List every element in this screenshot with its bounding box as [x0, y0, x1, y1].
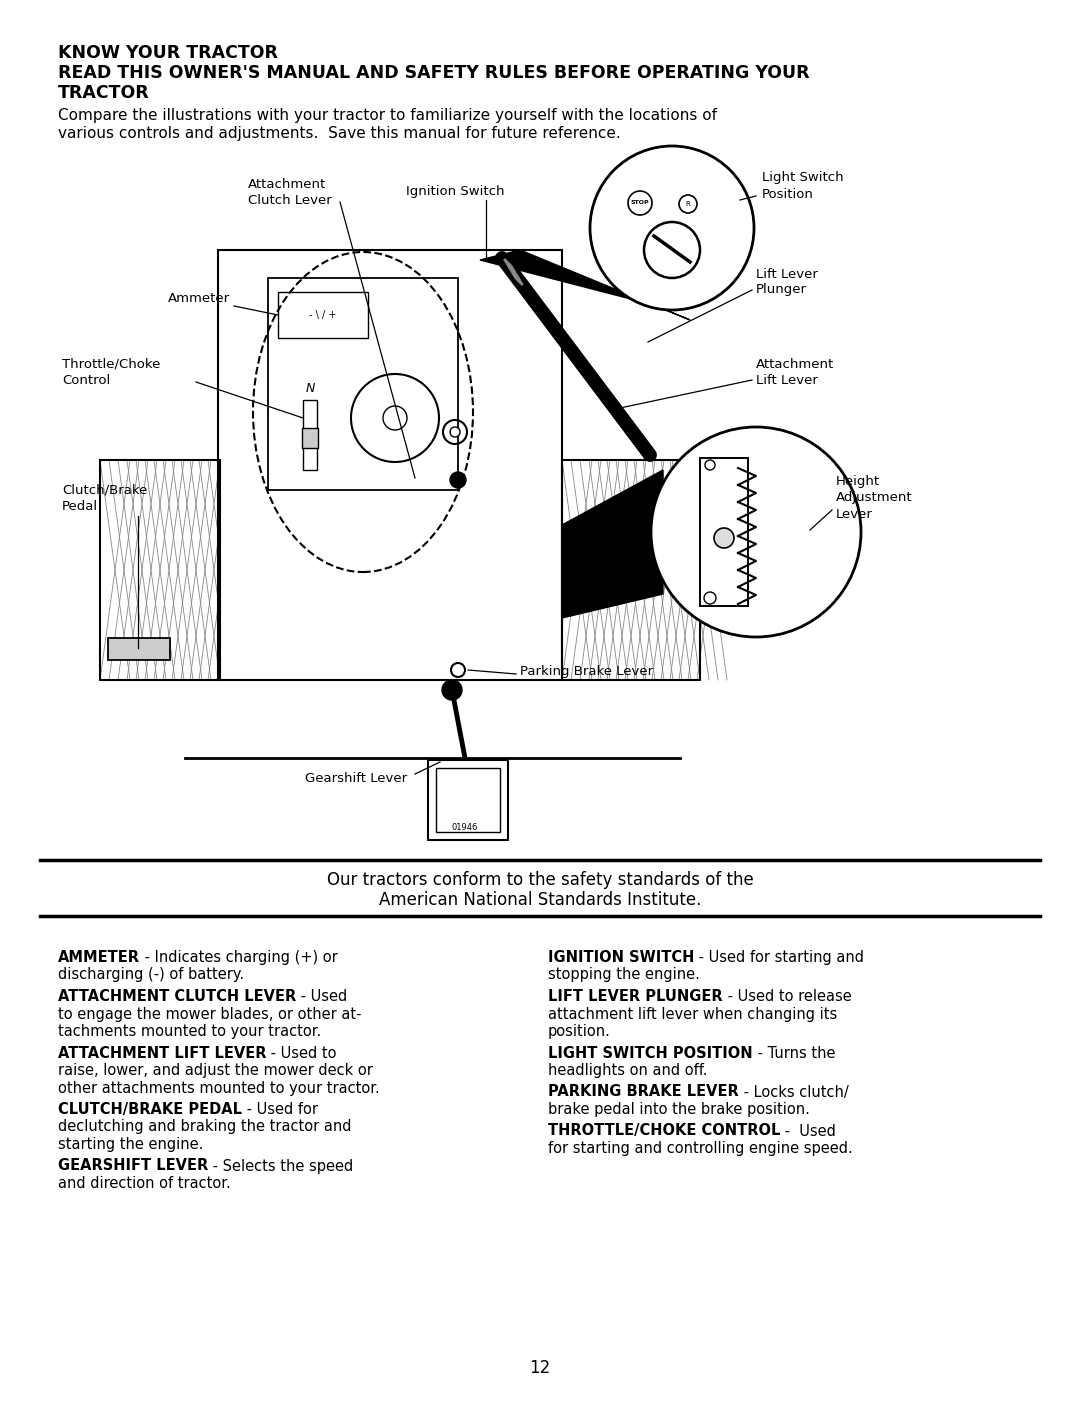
Text: attachment lift lever when changing its: attachment lift lever when changing its — [548, 1006, 837, 1021]
Circle shape — [450, 427, 460, 436]
Text: - Turns the: - Turns the — [753, 1045, 835, 1061]
Text: STOP: STOP — [631, 201, 649, 205]
Bar — [218, 250, 562, 680]
Text: Lift Lever
Plunger: Lift Lever Plunger — [756, 268, 818, 296]
Circle shape — [590, 146, 754, 310]
Text: American National Standards Institute.: American National Standards Institute. — [379, 891, 701, 909]
Text: -  Used: - Used — [781, 1124, 836, 1138]
Circle shape — [351, 375, 438, 462]
Bar — [428, 760, 508, 840]
Bar — [100, 460, 220, 680]
Text: KNOW YOUR TRACTOR: KNOW YOUR TRACTOR — [58, 43, 278, 62]
Bar — [303, 400, 318, 470]
Text: READ THIS OWNER'S MANUAL AND SAFETY RULES BEFORE OPERATING YOUR: READ THIS OWNER'S MANUAL AND SAFETY RULE… — [58, 65, 810, 81]
Text: - Used for starting and: - Used for starting and — [694, 950, 864, 965]
Bar — [436, 767, 500, 832]
Text: PARKING BRAKE LEVER: PARKING BRAKE LEVER — [548, 1085, 739, 1100]
Bar — [108, 638, 170, 659]
Text: tachments mounted to your tractor.: tachments mounted to your tractor. — [58, 1024, 321, 1040]
Text: Ignition Switch: Ignition Switch — [406, 185, 504, 198]
Text: - Used for: - Used for — [242, 1101, 318, 1117]
Text: to engage the mower blades, or other at-: to engage the mower blades, or other at- — [58, 1006, 362, 1021]
Text: THROTTLE/CHOKE CONTROL: THROTTLE/CHOKE CONTROL — [548, 1124, 781, 1138]
Polygon shape — [562, 470, 663, 617]
Text: Compare the illustrations with your tractor to familiarize yourself with the loc: Compare the illustrations with your trac… — [58, 108, 717, 123]
Text: discharging (-) of battery.: discharging (-) of battery. — [58, 968, 244, 982]
Text: AMMETER: AMMETER — [58, 950, 140, 965]
Text: - \ / +: - \ / + — [309, 310, 337, 320]
Circle shape — [644, 222, 700, 278]
Text: Attachment
Lift Lever: Attachment Lift Lever — [756, 358, 834, 386]
Text: IGNITION SWITCH: IGNITION SWITCH — [548, 950, 694, 965]
Text: - Used: - Used — [296, 989, 348, 1005]
Circle shape — [450, 471, 465, 488]
Text: - Locks clutch/: - Locks clutch/ — [739, 1085, 849, 1100]
Text: declutching and braking the tractor and: declutching and braking the tractor and — [58, 1120, 351, 1135]
Circle shape — [679, 195, 697, 213]
Text: ATTACHMENT CLUTCH LEVER: ATTACHMENT CLUTCH LEVER — [58, 989, 296, 1005]
Text: 01946: 01946 — [451, 824, 478, 832]
Text: Ammeter: Ammeter — [168, 292, 230, 304]
Text: Attachment
Clutch Lever: Attachment Clutch Lever — [248, 178, 332, 206]
Text: Light Switch
Position: Light Switch Position — [762, 171, 843, 201]
Text: starting the engine.: starting the engine. — [58, 1136, 203, 1152]
Text: LIGHT SWITCH POSITION: LIGHT SWITCH POSITION — [548, 1045, 753, 1061]
Text: Height
Adjustment
Lever: Height Adjustment Lever — [836, 476, 913, 521]
Text: N: N — [306, 382, 314, 394]
Bar — [562, 460, 700, 680]
Circle shape — [442, 680, 462, 700]
Bar — [700, 457, 748, 606]
Text: Parking Brake Lever: Parking Brake Lever — [519, 665, 653, 679]
Circle shape — [651, 427, 861, 637]
Text: - Used to release: - Used to release — [723, 989, 851, 1005]
Bar — [278, 292, 368, 338]
Text: Gearshift Lever: Gearshift Lever — [305, 772, 407, 784]
Text: R: R — [686, 201, 690, 208]
Text: - Selects the speed: - Selects the speed — [208, 1159, 353, 1173]
Text: 12: 12 — [529, 1360, 551, 1376]
Circle shape — [383, 405, 407, 429]
Text: Our tractors conform to the safety standards of the: Our tractors conform to the safety stand… — [326, 871, 754, 890]
Text: various controls and adjustments.  Save this manual for future reference.: various controls and adjustments. Save t… — [58, 126, 621, 140]
Text: other attachments mounted to your tractor.: other attachments mounted to your tracto… — [58, 1080, 380, 1096]
Text: headlights on and off.: headlights on and off. — [548, 1063, 707, 1078]
Polygon shape — [480, 250, 690, 320]
Text: raise, lower, and adjust the mower deck or: raise, lower, and adjust the mower deck … — [58, 1063, 373, 1078]
Text: for starting and controlling engine speed.: for starting and controlling engine spee… — [548, 1141, 853, 1156]
Bar — [268, 278, 458, 490]
Text: Clutch/Brake
Pedal: Clutch/Brake Pedal — [62, 484, 147, 512]
Text: GEARSHIFT LEVER: GEARSHIFT LEVER — [58, 1159, 208, 1173]
Text: CLUTCH/BRAKE PEDAL: CLUTCH/BRAKE PEDAL — [58, 1101, 242, 1117]
Circle shape — [627, 191, 652, 215]
Circle shape — [705, 460, 715, 470]
Circle shape — [704, 592, 716, 605]
Text: brake pedal into the brake position.: brake pedal into the brake position. — [548, 1101, 810, 1117]
Text: and direction of tractor.: and direction of tractor. — [58, 1176, 231, 1191]
Text: - Indicates charging (+) or: - Indicates charging (+) or — [140, 950, 338, 965]
Text: LIFT LEVER PLUNGER: LIFT LEVER PLUNGER — [548, 989, 723, 1005]
Text: - Used to: - Used to — [267, 1045, 337, 1061]
Text: stopping the engine.: stopping the engine. — [548, 968, 700, 982]
Circle shape — [714, 528, 734, 549]
Text: TRACTOR: TRACTOR — [58, 84, 150, 102]
Bar — [302, 428, 318, 448]
Text: ATTACHMENT LIFT LEVER: ATTACHMENT LIFT LEVER — [58, 1045, 267, 1061]
Text: Throttle/Choke
Control: Throttle/Choke Control — [62, 358, 160, 386]
Text: position.: position. — [548, 1024, 611, 1040]
